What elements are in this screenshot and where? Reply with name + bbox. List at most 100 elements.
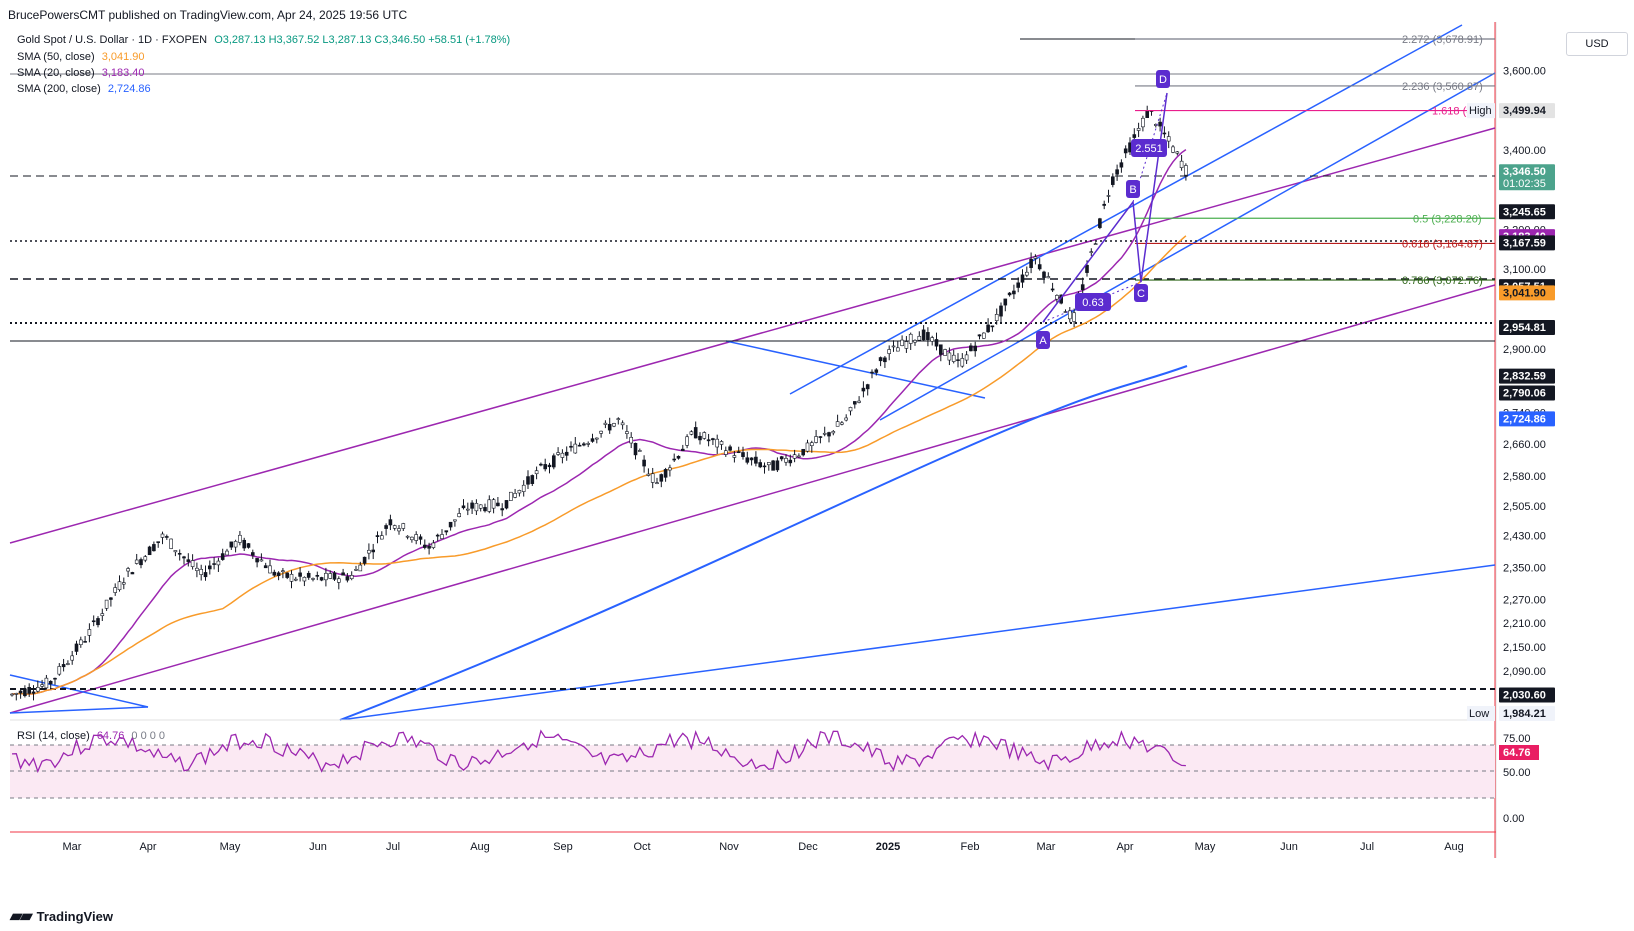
candle-body [431,542,436,548]
candle-body [930,337,935,342]
candle-body [35,687,40,692]
time-label-12: Mar [1037,841,1056,853]
price-label-box-7 [1499,319,1555,335]
candle-body [255,558,259,563]
candle-body [242,539,246,549]
price-tick-11: 2,270.00 [1503,594,1546,606]
candle-body [113,587,117,593]
candle-body [1072,312,1076,322]
candle-body [564,451,569,456]
candle-body [263,565,268,569]
candle-body [840,422,844,425]
sma50-legend[interactable]: SMA (50, close) 3,041.90 [17,51,145,63]
candle-body [1166,136,1171,142]
price-label-box-11 [1499,687,1555,703]
candle-body [551,455,556,468]
candle-body [225,550,229,556]
candle-body [435,534,440,537]
candle-body [827,432,831,437]
rsi-legend[interactable]: RSI (14, close) 64.76 0 0 0 0 [17,730,165,742]
candle-body [302,576,307,582]
sma20-legend[interactable]: SMA (20, close) 3,183.40 [17,67,145,79]
time-label-2: May [220,841,241,853]
candle-body [1136,128,1141,131]
candle-body [809,442,814,446]
candle-body [375,535,380,537]
candle-body [324,572,328,581]
candle-body [801,448,806,456]
candle-body [1158,121,1162,127]
candle-body [70,655,74,661]
price-tick-3: 3,100.00 [1503,264,1546,276]
candle-body [547,464,552,468]
candle-body [156,541,160,543]
candle-body [126,568,130,572]
time-label-17: Aug [1444,841,1464,853]
candle-body [951,354,956,362]
pattern-ratio-box-1 [1075,293,1111,311]
candle-body [134,559,139,564]
time-label-1: Apr [139,841,156,853]
price-label-12: 1,984.21 [1503,708,1546,720]
candle-body [625,431,629,434]
candle-body [1145,110,1149,118]
candle-body [384,525,388,529]
candle-body [315,575,320,577]
candle-body [629,437,634,444]
candle-body [680,448,685,451]
rsi-pane: 75.00 50.00 0.00 64.76 [10,719,1539,825]
candle-body [104,599,109,609]
candle-body [904,341,909,349]
abcd-pattern: A B C D 2.551 0.63 [1036,70,1170,349]
candle-body [293,578,298,581]
fib-label-5: 0.786 (3,072.76) [1402,275,1483,287]
pattern-point-C [1134,284,1148,302]
candle-body [410,536,414,541]
candle-body [1141,117,1145,128]
rsi-tick-0: 75.00 [1503,733,1531,745]
candle-body [319,577,324,581]
candle-body [685,436,689,446]
candle-body [921,329,926,341]
candle-body [1020,274,1025,283]
candle-body [14,693,19,695]
trendline-6 [9,674,149,708]
candle-body [990,325,995,328]
candle-body [139,559,143,566]
candle-body [453,519,457,522]
candle-body [728,446,732,451]
candle-body [715,438,720,448]
pattern-point-A [1036,331,1050,349]
candle-body [427,545,431,549]
candle-body [1037,264,1042,270]
candle-body [788,459,793,464]
candle-body [328,573,333,579]
moving-averages [11,148,1188,721]
candle-body [414,534,419,541]
price-label-8: 2,832.59 [1503,371,1546,383]
candle-body [1119,162,1124,168]
price-label-box-8 [1499,368,1555,384]
candle-body [212,563,216,565]
price-label-9: 2,790.06 [1503,388,1546,400]
candle-body [100,613,105,617]
candle-body [861,387,866,392]
candle-body [835,421,840,427]
candle-body [40,684,44,687]
high-tag: High [1469,105,1492,117]
candle-body [1080,284,1085,290]
candle-body [1106,195,1111,197]
rsi-value-box [1499,745,1539,760]
candle-body [448,521,453,528]
candle-body [852,401,857,405]
candle-body [1029,258,1033,268]
candle-body [865,384,870,390]
currency-button[interactable]: USD [1566,32,1628,56]
brand-name: TradingView [36,908,113,924]
sma200-legend[interactable]: SMA (200, close) 2,724.86 [17,83,151,95]
candle-body [152,544,156,552]
price-tick-4: 2,900.00 [1503,344,1546,356]
abcd-path [1042,92,1168,323]
candle-body [702,432,707,439]
